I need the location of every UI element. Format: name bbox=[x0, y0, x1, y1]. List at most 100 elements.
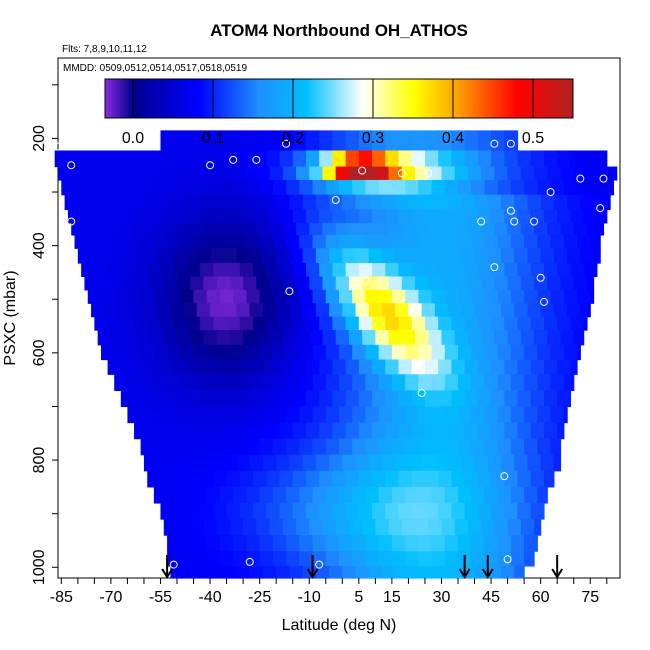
heatmap-cell bbox=[206, 179, 221, 196]
heatmap-cell bbox=[130, 303, 145, 318]
heatmap-cell bbox=[110, 330, 125, 346]
heatmap-cell bbox=[477, 263, 492, 278]
heatmap-cell bbox=[530, 422, 545, 440]
heatmap-cell bbox=[471, 406, 486, 424]
heatmap-cell bbox=[120, 209, 135, 224]
heatmap-cell bbox=[448, 194, 462, 211]
heatmap-cell bbox=[507, 222, 522, 236]
heatmap-cell bbox=[315, 303, 330, 318]
heatmap-cell bbox=[342, 454, 357, 472]
heatmap-cell bbox=[200, 263, 214, 278]
heatmap-cell bbox=[173, 263, 188, 278]
heatmap-cell bbox=[543, 470, 555, 488]
heatmap-cell bbox=[170, 303, 185, 318]
heatmap-cell bbox=[226, 150, 241, 168]
sample-point bbox=[490, 139, 499, 148]
heatmap-cell bbox=[438, 263, 452, 278]
heatmap-cell bbox=[325, 486, 340, 504]
heatmap-cell bbox=[239, 130, 254, 152]
heatmap-cell bbox=[573, 330, 585, 346]
heatmap-cell bbox=[180, 551, 195, 567]
heatmap-cell bbox=[385, 390, 400, 408]
heatmap-cell bbox=[216, 330, 231, 346]
heatmap-cell bbox=[206, 374, 221, 391]
heatmap-cell bbox=[444, 179, 459, 196]
heatmap-cell bbox=[520, 276, 535, 291]
heatmap-cell bbox=[97, 330, 112, 346]
heatmap-cell bbox=[524, 535, 538, 552]
heatmap-cell bbox=[286, 535, 300, 552]
y-axis: 200 400 600 800 1000 bbox=[31, 84, 58, 585]
heatmap-cell bbox=[494, 276, 509, 291]
heatmap-cell bbox=[431, 344, 446, 361]
heatmap-cell bbox=[322, 276, 337, 291]
heatmap-cell bbox=[461, 454, 476, 472]
heatmap-cell bbox=[309, 519, 324, 536]
heatmap-cell bbox=[405, 535, 419, 552]
heatmap-cell bbox=[583, 263, 598, 278]
heatmap-cell bbox=[305, 390, 320, 408]
heatmap-cell bbox=[127, 179, 142, 196]
heatmap-cell bbox=[547, 276, 562, 291]
heatmap-cell bbox=[256, 519, 271, 536]
heatmap-cell bbox=[279, 263, 294, 278]
heatmap-cell bbox=[180, 374, 195, 391]
heatmap-cell bbox=[266, 150, 281, 168]
heatmap-cell bbox=[600, 166, 614, 181]
heatmap-cell bbox=[167, 179, 181, 196]
heatmap-cell bbox=[431, 289, 446, 304]
heatmap-cell bbox=[219, 406, 234, 424]
heatmap-cell bbox=[312, 486, 327, 504]
heatmap-cell bbox=[517, 390, 532, 408]
heatmap-cell bbox=[332, 390, 347, 408]
heatmap-cell bbox=[296, 222, 310, 236]
heatmap-cell bbox=[372, 316, 386, 331]
heatmap-cell bbox=[471, 438, 486, 456]
heatmap-cell bbox=[262, 454, 277, 472]
heatmap-cell bbox=[173, 150, 188, 168]
heatmap-cell bbox=[299, 289, 314, 304]
heatmap-cell bbox=[510, 179, 525, 196]
heatmap-cell bbox=[210, 303, 224, 318]
heatmap-cell bbox=[372, 209, 386, 224]
heatmap-cell bbox=[67, 209, 82, 224]
heatmap-cell bbox=[497, 438, 512, 456]
heatmap-cell bbox=[94, 150, 109, 168]
heatmap-cell bbox=[312, 179, 327, 196]
heatmap-cell bbox=[540, 194, 555, 211]
heatmap-cell bbox=[438, 422, 452, 440]
sample-point bbox=[54, 142, 62, 151]
heatmap-cell bbox=[332, 359, 347, 375]
heatmap-cell bbox=[461, 194, 476, 211]
heatmap-cell bbox=[381, 194, 396, 211]
heatmap-cell bbox=[170, 454, 185, 472]
heatmap-cell bbox=[100, 234, 115, 249]
heatmap-cell bbox=[229, 519, 244, 536]
heatmap-cell bbox=[368, 565, 383, 579]
heatmap-cell bbox=[431, 486, 446, 504]
heatmap-cell bbox=[213, 422, 228, 440]
heatmap-cell bbox=[249, 454, 264, 472]
heatmap-cell bbox=[206, 486, 221, 504]
heatmap-cell bbox=[213, 263, 228, 278]
heatmap-cell bbox=[352, 535, 367, 552]
heatmap-cell bbox=[431, 535, 446, 552]
heatmap-cell bbox=[167, 438, 181, 456]
heatmap-cell bbox=[339, 234, 353, 249]
sample-point bbox=[417, 389, 426, 398]
heatmap-cell bbox=[444, 551, 459, 567]
heatmap-cell bbox=[398, 502, 413, 520]
heatmap-cell bbox=[296, 166, 310, 181]
heatmap-cell bbox=[302, 248, 317, 264]
heatmap-cell bbox=[94, 209, 109, 224]
heatmap-cell bbox=[530, 359, 545, 375]
heatmap-cell bbox=[362, 276, 376, 291]
heatmap-cell bbox=[567, 194, 581, 211]
colorbar-tick-label: 0.0 bbox=[122, 130, 144, 147]
heatmap-cell bbox=[352, 551, 367, 567]
heatmap-cell bbox=[319, 390, 333, 408]
heatmap-cell bbox=[196, 194, 211, 211]
heatmap-cell bbox=[524, 179, 538, 196]
heatmap-cell bbox=[163, 330, 178, 346]
heatmap-cell bbox=[325, 438, 340, 456]
